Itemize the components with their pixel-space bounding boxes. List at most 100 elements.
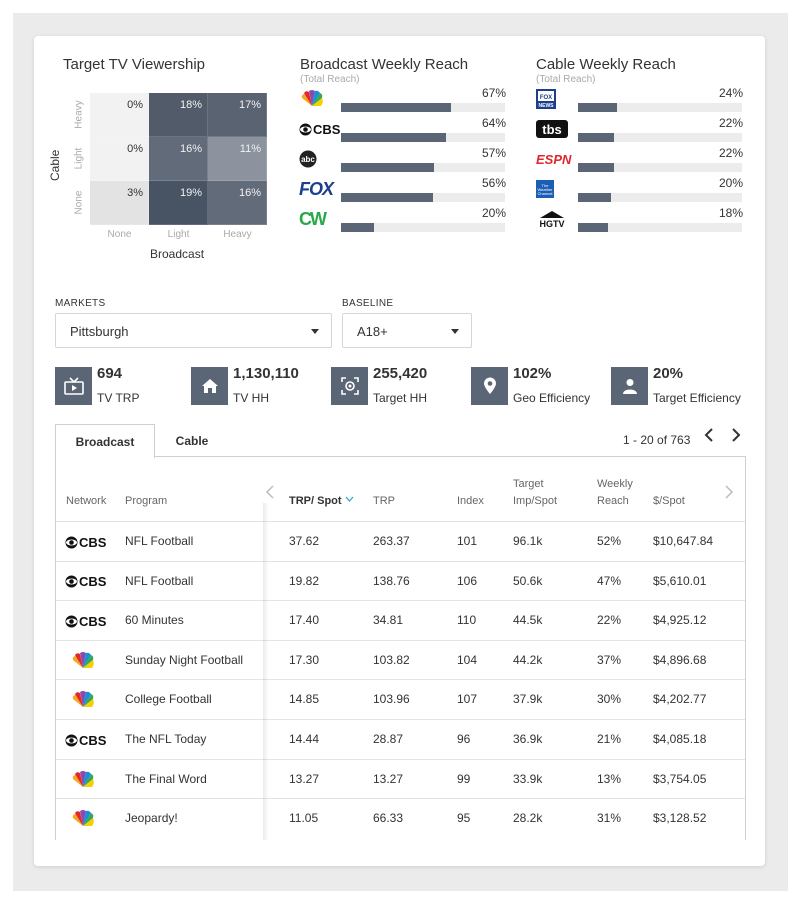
scroll-left-button[interactable] [265,484,275,505]
reach-percent: 18% [718,206,743,220]
cell-cost: $3,128.52 [653,811,707,826]
cell-cost: $10,647.84 [653,534,714,548]
cell-trp: 28.87 [373,732,404,746]
table-row[interactable]: CBS The NFL Today 14.44 28.87 96 36.9k 21% $4,0… [56,719,745,759]
reach-percent: 22% [718,146,743,160]
heatmap-cell[interactable]: 18% [149,93,208,137]
table-row[interactable]: CBS NFL Football 37.62 263.37 101 96.1k 52% $10… [56,521,745,561]
tab-cable[interactable]: Cable [175,434,209,448]
reach-bar-fill [341,193,433,202]
heatmap-row-label: None [73,190,85,215]
chevron-right-icon [725,485,734,499]
cbs-eye-logo: CBS [65,730,106,750]
markets-select[interactable]: Pittsburgh [55,313,332,348]
stat-label: TV HH [233,391,269,405]
hgtv-logo: HGTV [536,208,574,230]
heatmap-cell[interactable]: 3% [90,181,149,225]
baseline-select[interactable]: A18+ [342,313,472,348]
reach-row: abc 57% [299,146,506,178]
table-row[interactable]: The Final Word 13.27 13.27 99 33.9k 13% $3,754… [56,758,745,799]
heatmap-cell[interactable]: 17% [208,93,267,137]
heatmap-cell[interactable]: 0% [90,93,149,137]
reach-bar-track [578,103,742,112]
heatmap-cell[interactable]: 11% [208,137,267,181]
table-row[interactable]: College Football 14.85 103.96 107 37.9k 30% $4… [56,679,745,719]
fox-logo: FOX [299,178,334,199]
heatmap-cell[interactable]: 0% [90,137,149,181]
stat-tv-trp: 694 TV TRP [55,365,205,407]
cell-trp-spot: 11.05 [289,811,319,826]
header-target-imp-line1: Target [513,478,544,490]
header-trp-spot[interactable]: TRP/ Spot [289,493,354,510]
reach-row: HGTV 18% [536,206,743,238]
cable-reach-title: Cable Weekly Reach [536,56,676,73]
cell-reach: 31% [597,811,622,826]
next-page-button[interactable] [730,427,742,448]
cell-cost: $4,202.77 [653,692,707,707]
table-row[interactable]: CBS 60 Minutes 17.40 34.81 110 44.5k 22% $4,925… [56,600,745,640]
cell-imp: 33.9k [513,771,543,786]
header-trp[interactable]: TRP [373,495,395,507]
header-cost-spot[interactable]: $/Spot [653,495,685,507]
cw-logo: CW [299,208,327,229]
nbc-peacock-logo [70,770,110,790]
cell-cost: $4,925.12 [653,613,707,628]
cell-trp: 34.81 [373,613,404,628]
espn-logo: ESPN [536,151,572,167]
markets-select-value: Pittsburgh [70,324,129,339]
heatmap-cell[interactable]: 19% [149,181,208,225]
nbc-peacock-logo [70,809,110,829]
heatmap-cell[interactable]: 16% [208,181,267,225]
svg-text:The: The [542,183,550,188]
scroll-right-button[interactable] [724,484,734,505]
header-program[interactable]: Program [125,495,168,507]
heatmap-col-label: Heavy [223,229,252,240]
baseline-select-value: A18+ [357,324,388,339]
svg-text:abc: abc [301,155,315,164]
reach-bar-track [341,133,505,142]
cell-imp: 28.2k [513,811,543,826]
header-target-imp-spot[interactable]: Target Imp/Spot [513,476,557,510]
weather-channel-logo: The Weather Channel [536,178,574,200]
reach-row: tbs 22% [536,116,743,148]
stat-value: 20% [653,365,684,382]
cell-reach: 22% [597,613,622,628]
cell-imp: 36.9k [513,732,543,746]
heatmap-x-axis-label: Broadcast [150,247,205,261]
stat-value: 694 [97,365,123,382]
table-row[interactable]: Jeopardy! 11.05 66.33 95 28.2k 31% $3,128.52 [56,798,745,838]
cell-index: 96 [457,732,471,746]
heatmap-cell[interactable]: 16% [149,137,208,181]
cell-index: 104 [457,652,478,667]
reach-bar-fill [341,223,374,232]
prev-page-button[interactable] [703,427,715,448]
cbs-eye-logo: CBS [65,572,106,592]
reach-row: FOX NEWS 24% [536,86,743,118]
stat-value: 1,130,110 [233,365,299,382]
cell-imp: 37.9k [513,692,543,707]
header-network[interactable]: Network [66,495,107,507]
tab-broadcast[interactable]: Broadcast [55,424,155,458]
cell-trp-spot: 17.40 [289,613,320,628]
cell-reach: 21% [597,732,622,746]
table-row[interactable]: CBS NFL Football 19.82 138.76 106 50.6k 47% $5,… [56,560,745,601]
reach-bar-track [578,133,742,142]
nbc-peacock-logo [70,651,110,671]
reach-bar-track [341,163,505,172]
cell-trp: 103.96 [373,692,410,707]
cbs-eye-logo: CBS [65,532,106,552]
chevron-left-icon [265,485,274,499]
reach-percent: 67% [481,86,506,100]
nbc-peacock-logo [299,88,337,110]
cbs-eye-logo: CBS [299,118,340,140]
cell-trp: 13.27 [373,771,404,786]
table-row[interactable]: Sunday Night Football 17.30 103.82 104 44.2k… [56,639,745,680]
header-index[interactable]: Index [457,495,484,507]
reach-bar-track [341,193,505,202]
cell-trp-spot: 13.27 [289,771,320,786]
cell-program: 60 Minutes [125,613,184,628]
header-weekly-reach[interactable]: Weekly Reach [597,476,633,510]
svg-text:HGTV: HGTV [539,219,564,228]
svg-text:Channel: Channel [538,191,553,196]
reach-bar-fill [341,133,446,142]
